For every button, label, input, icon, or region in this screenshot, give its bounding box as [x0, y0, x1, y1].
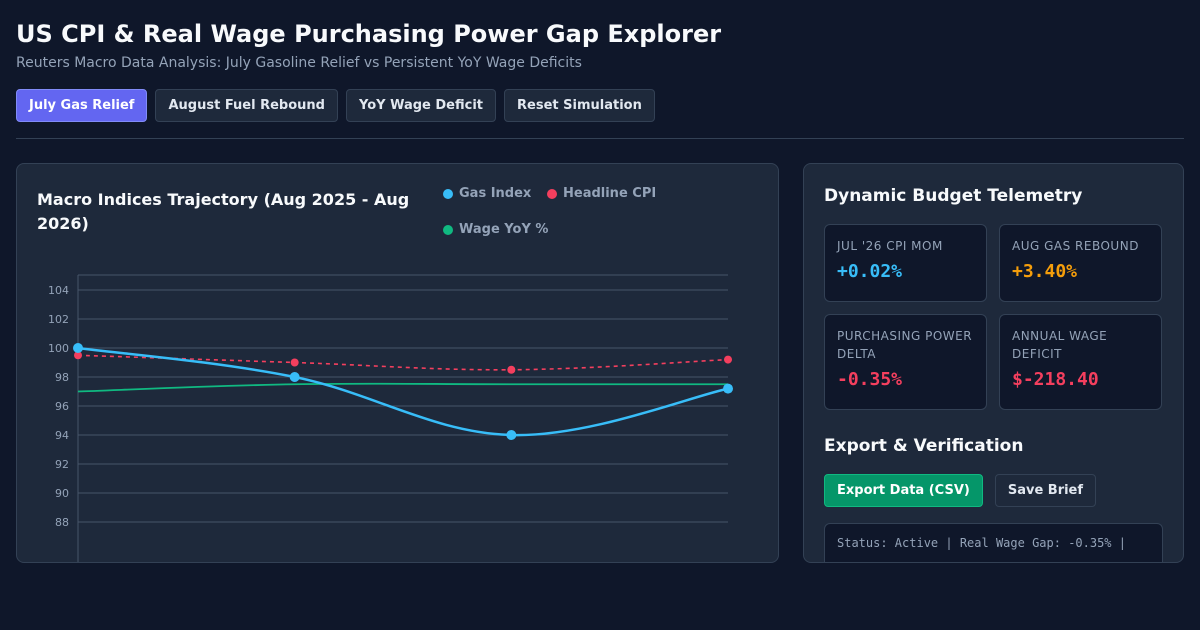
legend-item-wage-yoy[interactable]: Wage YoY %	[443, 222, 548, 237]
y-tick-label-92: 92	[55, 458, 69, 471]
series-line-wage-yoy	[77, 382, 728, 393]
metric-card-gas-rebound: AUG GAS REBOUND +3.40%	[999, 224, 1162, 302]
legend-item-gas-index[interactable]: Gas Index	[443, 186, 531, 201]
metric-value-cpi-mom: +0.02%	[837, 261, 903, 282]
metric-card-cpi-mom: JUL '26 CPI MOM +0.02%	[824, 224, 987, 302]
y-tick-label-96: 96	[55, 400, 69, 413]
scenario-button-row: July Gas Relief August Fuel Rebound YoY …	[16, 89, 655, 122]
metric-value-gas-rebound: +3.40%	[1012, 261, 1078, 282]
point-gas-index-1	[289, 372, 300, 382]
y-tick-label-98: 98	[55, 371, 69, 384]
export-title: Export & Verification	[824, 436, 1024, 456]
export-button-row: Export Data (CSV) Save Brief	[824, 474, 1097, 507]
point-headline-cpi-1	[290, 358, 299, 367]
save-brief-button[interactable]: Save Brief	[994, 474, 1097, 507]
telemetry-panel: Dynamic Budget Telemetry JUL '26 CPI MOM…	[803, 163, 1184, 563]
metric-label-gas-rebound: AUG GAS REBOUND	[1012, 239, 1139, 253]
point-headline-cpi-3	[724, 355, 732, 364]
page-header: US CPI & Real Wage Purchasing Power Gap …	[16, 18, 1184, 72]
y-tick-label-100: 100	[48, 342, 69, 355]
metric-label-purchasing-power: PURCHASING POWER DELTA	[837, 329, 973, 361]
y-tick-label-102: 102	[48, 313, 69, 326]
august-fuel-rebound-button[interactable]: August Fuel Rebound	[155, 89, 338, 122]
legend-label-cpi: Headline CPI	[563, 186, 657, 201]
header-divider	[16, 138, 1184, 139]
y-tick-label-104: 104	[48, 284, 69, 297]
legend-label-wage: Wage YoY %	[459, 222, 549, 237]
metric-card-wage-deficit: ANNUAL WAGE DEFICIT $-218.40	[999, 314, 1162, 410]
telemetry-title: Dynamic Budget Telemetry	[824, 186, 1083, 206]
point-gas-index-2	[506, 430, 517, 440]
legend-swatch-cpi	[547, 188, 557, 199]
metric-label-wage-deficit: ANNUAL WAGE DEFICIT	[1012, 329, 1108, 361]
legend-item-headline-cpi[interactable]: Headline CPI	[547, 186, 656, 201]
metric-card-purchasing-power: PURCHASING POWER DELTA -0.35%	[824, 314, 987, 410]
chart-title: Macro Indices Trajectory (Aug 2025 - Aug…	[37, 190, 410, 233]
metric-value-purchasing-power: -0.35%	[837, 369, 903, 390]
metric-label-cpi-mom: JUL '26 CPI MOM	[837, 239, 943, 253]
page-title: US CPI & Real Wage Purchasing Power Gap …	[16, 20, 722, 48]
legend-label-gas: Gas Index	[459, 186, 532, 201]
page-subtitle: Reuters Macro Data Analysis: July Gasoli…	[16, 55, 582, 71]
yoy-wage-deficit-button[interactable]: YoY Wage Deficit	[346, 89, 497, 122]
status-readout: Status: Active | Real Wage Gap: -0.35% |	[824, 523, 1163, 562]
legend-swatch-gas	[443, 188, 453, 199]
macro-indices-chart: 88 90 92 94 96 98 100 102 104	[48, 274, 733, 562]
reset-simulation-button[interactable]: Reset Simulation	[504, 89, 655, 122]
y-tick-label-94: 94	[55, 429, 69, 442]
series-line-headline-cpi	[77, 354, 729, 371]
point-gas-index-0	[73, 343, 83, 353]
export-csv-button[interactable]: Export Data (CSV)	[824, 474, 983, 507]
series-line-gas-index	[77, 346, 729, 437]
point-headline-cpi-0	[74, 351, 82, 360]
july-gas-relief-button[interactable]: July Gas Relief	[16, 89, 148, 122]
chart-panel: Macro Indices Trajectory (Aug 2025 - Aug…	[16, 163, 779, 563]
point-headline-cpi-2	[507, 365, 516, 374]
point-gas-index-3	[723, 383, 733, 394]
y-tick-label-90: 90	[55, 487, 69, 500]
metric-value-wage-deficit: $-218.40	[1012, 369, 1099, 390]
y-tick-label-88: 88	[55, 516, 69, 529]
legend-swatch-wage	[443, 224, 453, 235]
